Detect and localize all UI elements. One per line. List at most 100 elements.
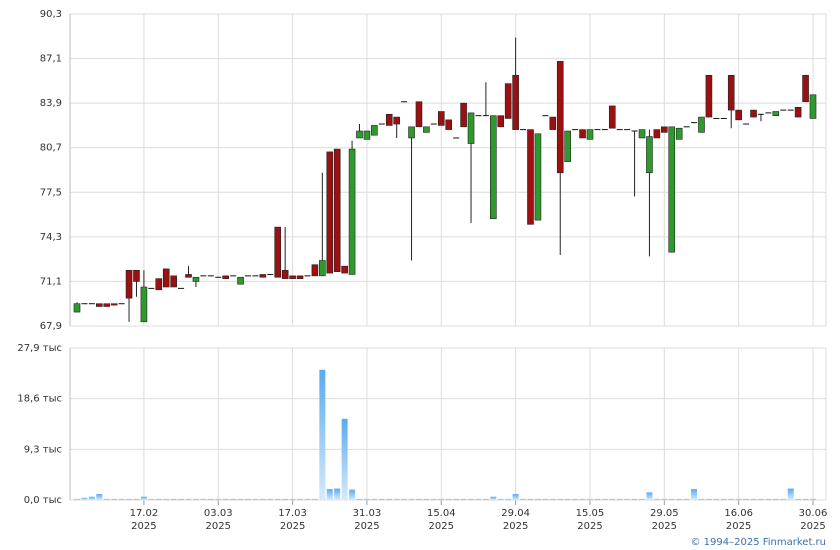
- y-tick-label: 74,3: [40, 232, 62, 243]
- volume-bar: [356, 498, 363, 500]
- volume-bar: [586, 498, 593, 500]
- volume-bar: [111, 498, 118, 500]
- candle-body: [259, 274, 267, 278]
- candle-body: [564, 130, 571, 162]
- x-tick-year: 2025: [206, 521, 231, 532]
- volume-bar: [334, 488, 341, 500]
- candle-body: [646, 136, 653, 174]
- volume-bar: [549, 498, 556, 500]
- candle-body: [162, 268, 170, 288]
- y-tick-label: 67,9: [40, 321, 62, 332]
- volume-bar: [572, 498, 579, 500]
- volume-bar: [133, 498, 140, 500]
- candle-body: [103, 303, 111, 307]
- volume-bar: [259, 498, 266, 500]
- y-tick-label: 77,5: [40, 187, 62, 198]
- volume-bar: [282, 498, 289, 500]
- volume-bar: [639, 498, 646, 500]
- volume-bar: [520, 498, 527, 500]
- volume-bar: [192, 498, 199, 500]
- candle-body: [333, 148, 341, 272]
- volume-bar: [497, 498, 504, 500]
- volume-bar: [415, 498, 422, 500]
- candle-body: [289, 275, 296, 279]
- copyright[interactable]: © 1994–2025 Finmarket.ru: [690, 537, 826, 548]
- volume-bar: [74, 498, 80, 500]
- candle-body: [809, 94, 817, 119]
- volume-bar: [728, 498, 735, 500]
- y-tick-label: 0,0 тыс: [24, 495, 62, 506]
- volume-bar: [393, 498, 400, 500]
- y-tick-label: 71,1: [40, 276, 62, 287]
- volume-bar: [148, 498, 155, 500]
- volume-bar: [170, 498, 177, 500]
- candle-body: [423, 126, 430, 133]
- volume-bar: [215, 498, 222, 500]
- volume-bar: [653, 498, 660, 500]
- volume-bar: [237, 498, 244, 500]
- volume-bar: [386, 498, 393, 500]
- volume-bar: [289, 498, 296, 500]
- volume-bar: [311, 498, 318, 500]
- volume-bar: [453, 498, 460, 500]
- x-tick-year: 2025: [280, 521, 305, 532]
- candle-body: [705, 74, 713, 118]
- volume-bar: [579, 498, 586, 500]
- volume-bar: [163, 498, 170, 500]
- x-tick-year: 2025: [577, 521, 602, 532]
- candle-body: [490, 115, 497, 220]
- candle-body: [698, 116, 705, 133]
- volume-bar: [118, 498, 125, 500]
- volume-bar: [408, 498, 415, 500]
- candle-body: [750, 109, 757, 118]
- volume-bar: [676, 498, 683, 500]
- volume-bar: [378, 498, 385, 500]
- x-tick-year: 2025: [131, 521, 156, 532]
- candle-body: [311, 264, 319, 277]
- volume-bar: [207, 498, 214, 500]
- volume-bar: [810, 498, 816, 500]
- volume-bar: [765, 498, 772, 500]
- candle-body: [802, 74, 809, 103]
- y-tick-label: 90,3: [40, 9, 62, 20]
- x-tick-label: 29.04: [501, 508, 530, 519]
- volume-bar: [468, 498, 475, 500]
- candle-body: [794, 107, 802, 118]
- candle-body: [385, 113, 393, 126]
- volume-bar: [423, 498, 430, 500]
- candle-body: [356, 130, 363, 139]
- candle-body: [437, 111, 445, 126]
- x-tick-year: 2025: [726, 521, 751, 532]
- y-tick-label: 80,7: [40, 143, 62, 154]
- volume-bar: [646, 492, 653, 500]
- volume-bar: [140, 496, 147, 500]
- candle-body: [556, 61, 564, 174]
- candle-body: [512, 74, 519, 130]
- volume-bar: [720, 498, 727, 500]
- volume-bar: [363, 498, 370, 500]
- volume-bar: [304, 498, 311, 500]
- candle-body: [133, 269, 140, 282]
- volume-bar: [624, 498, 631, 500]
- candle-body: [675, 127, 683, 140]
- candle-body: [668, 126, 676, 253]
- candle-body: [222, 275, 229, 279]
- candle-body: [415, 101, 423, 128]
- x-tick-label: 30.06: [799, 508, 828, 519]
- volume-bar: [512, 494, 519, 500]
- volume-bar: [482, 498, 489, 500]
- x-tick-year: 2025: [429, 521, 454, 532]
- candle-body: [460, 102, 467, 128]
- candle-body: [467, 112, 475, 144]
- candle-body: [534, 133, 542, 221]
- candle-body: [96, 303, 103, 307]
- volume-bar: [787, 488, 794, 500]
- candle-body: [274, 226, 282, 278]
- volume-bar: [772, 498, 779, 500]
- volume-bar: [601, 498, 608, 500]
- volume-bar: [103, 498, 110, 500]
- candle-body: [341, 265, 348, 274]
- volume-bar: [178, 498, 185, 500]
- x-tick-label: 15.05: [576, 508, 605, 519]
